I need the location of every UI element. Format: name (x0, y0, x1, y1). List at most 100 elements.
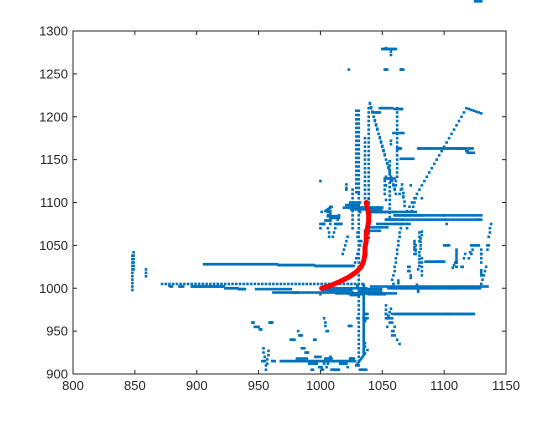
data-point (309, 282, 312, 286)
data-point (468, 250, 472, 254)
data-point (363, 145, 367, 149)
data-point (274, 291, 278, 294)
data-point (243, 287, 247, 291)
data-point (452, 218, 456, 221)
data-point (402, 131, 405, 135)
data-point (389, 139, 393, 143)
data-point (359, 292, 363, 295)
data-point (378, 210, 382, 214)
data-point (315, 362, 319, 366)
data-point (342, 282, 346, 286)
x-tick-label: 900 (186, 378, 208, 393)
data-point (362, 208, 366, 211)
data-point (190, 282, 194, 286)
data-point (355, 206, 358, 209)
data-point (329, 215, 332, 219)
data-point (385, 177, 389, 180)
data-point (367, 141, 370, 144)
data-point (389, 53, 393, 57)
data-point (257, 287, 260, 291)
data-point (423, 214, 426, 217)
data-point (435, 214, 439, 217)
data-point (400, 214, 404, 217)
data-point (413, 239, 416, 243)
data-point (423, 179, 426, 183)
data-point (455, 248, 458, 251)
data-point (357, 222, 361, 226)
data-point (262, 351, 265, 354)
data-point (393, 222, 396, 226)
data-point (383, 184, 387, 187)
data-point (420, 269, 424, 273)
data-point (325, 365, 328, 369)
data-point (357, 113, 361, 117)
data-point (132, 257, 135, 261)
data-point (337, 368, 341, 372)
data-point (320, 282, 323, 286)
data-point (395, 141, 399, 144)
data-point (403, 214, 406, 217)
data-point (395, 158, 399, 161)
data-point (337, 216, 341, 220)
data-point (420, 230, 424, 233)
data-point (404, 157, 408, 161)
data-point (394, 285, 398, 288)
data-point (389, 142, 393, 146)
data-point (131, 281, 134, 285)
data-point (455, 253, 458, 257)
data-point (447, 136, 451, 140)
data-point (410, 201, 414, 204)
data-point (362, 285, 366, 288)
data-point (131, 288, 134, 292)
data-point (342, 288, 346, 292)
data-point (362, 290, 366, 293)
data-point (462, 256, 466, 260)
data-point (352, 292, 356, 295)
data-point (351, 196, 354, 200)
data-point (362, 307, 366, 311)
data-point (343, 244, 347, 247)
data-point (358, 201, 362, 204)
data-point (388, 222, 392, 226)
data-point (298, 357, 301, 360)
data-point (402, 285, 405, 288)
data-point (367, 290, 370, 293)
data-point (457, 214, 461, 217)
data-point (388, 177, 392, 180)
data-point (393, 334, 396, 337)
data-point (345, 288, 348, 292)
data-point (316, 282, 320, 286)
data-point (355, 160, 358, 164)
data-point (413, 214, 416, 217)
data-point (259, 328, 263, 331)
data-point (461, 265, 464, 269)
data-point (384, 158, 388, 161)
data-point (395, 136, 399, 140)
data-point (379, 208, 383, 211)
data-point (367, 136, 370, 140)
data-point (408, 218, 411, 221)
data-point (367, 119, 370, 123)
data-point (479, 0, 483, 3)
y-tick-label: 1150 (40, 152, 68, 167)
data-point (160, 282, 164, 286)
data-point (478, 286, 482, 290)
data-point (353, 201, 357, 204)
data-point (413, 201, 416, 204)
data-point (450, 132, 453, 136)
data-point (387, 218, 390, 221)
data-point (357, 143, 361, 147)
data-point (419, 247, 422, 251)
data-point (408, 214, 411, 217)
data-point (282, 287, 285, 291)
x-tick-label: 1150 (492, 378, 520, 393)
data-point (264, 282, 268, 286)
data-point (377, 285, 380, 288)
data-point (170, 285, 174, 288)
data-point (397, 285, 400, 288)
data-point (419, 237, 422, 240)
data-point (347, 68, 351, 71)
data-point (393, 177, 396, 180)
data-point (437, 154, 441, 157)
data-point (357, 218, 361, 221)
